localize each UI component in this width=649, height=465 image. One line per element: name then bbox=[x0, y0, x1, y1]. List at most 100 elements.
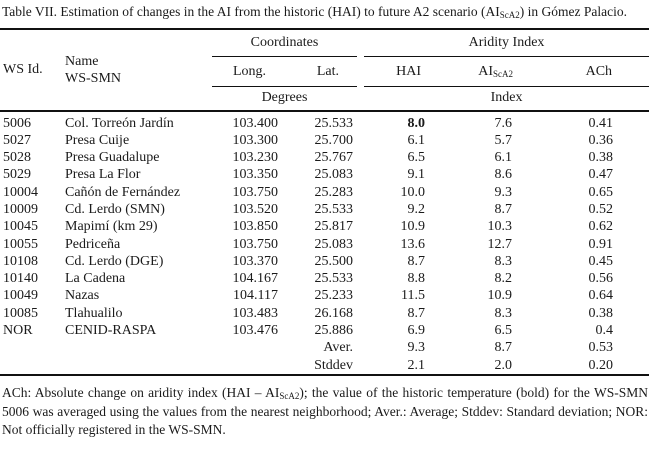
cell-ach: 0.65 bbox=[588, 184, 614, 200]
cell-hai: 13.6 bbox=[400, 236, 426, 252]
cell-long: 103.476 bbox=[232, 323, 279, 339]
cell-long bbox=[212, 357, 280, 375]
cell-lat: 25.886 bbox=[314, 323, 354, 339]
spacer-cell bbox=[357, 149, 364, 166]
cell-lat: 25.700 bbox=[314, 132, 354, 148]
header-columns-row: Long. Lat. HAI AIScA2 ACh bbox=[0, 56, 649, 87]
cell-name: Pedriceña bbox=[65, 236, 121, 252]
cell-long: 103.230 bbox=[232, 150, 279, 166]
table-row: 5027 Presa Cuije 103.300 25.700 6.1 5.7 … bbox=[0, 132, 649, 149]
cell-name: Presa La Flor bbox=[65, 167, 141, 183]
header-units-row: Degrees Index bbox=[0, 87, 649, 111]
cell-ach: 0.38 bbox=[588, 150, 614, 166]
cell-lat: 25.083 bbox=[314, 167, 354, 183]
cell-hai: 9.1 bbox=[407, 167, 426, 183]
table-row-stddev: Stddev 2.1 2.0 0.20 bbox=[0, 357, 649, 375]
cell-ai: 8.2 bbox=[494, 271, 513, 287]
cell-lat: 25.817 bbox=[314, 219, 354, 235]
cell-ws-id: 10004 bbox=[3, 184, 38, 200]
col-header-ws-id: WS Id. bbox=[3, 61, 43, 77]
cell-long: 103.370 bbox=[232, 253, 279, 269]
cell-ach: 0.64 bbox=[588, 288, 614, 304]
table-footnote: ACh: Absolute change on aridity index (H… bbox=[0, 384, 649, 440]
spacer-cell bbox=[357, 322, 364, 339]
table-row: 10140 La Cadena 104.167 25.533 8.8 8.2 0… bbox=[0, 270, 649, 287]
col-header-hai: HAI bbox=[364, 56, 428, 87]
footnote-subscript: ScA2 bbox=[279, 390, 300, 401]
table-row: 5028 Presa Guadalupe 103.230 25.767 6.5 … bbox=[0, 149, 649, 166]
units-degrees: Degrees bbox=[261, 90, 308, 106]
cell-ws-id: 10049 bbox=[3, 288, 38, 304]
cell-long: 103.483 bbox=[232, 305, 279, 321]
col-header-name: Name WS-SMN bbox=[60, 29, 212, 111]
cell-ai: 6.1 bbox=[494, 150, 513, 166]
table-row: 10004 Cañón de Fernández 103.750 25.283 … bbox=[0, 184, 649, 201]
cell-ws-id: 10108 bbox=[3, 253, 38, 269]
cell-ai: 8.7 bbox=[494, 201, 513, 217]
cell-ws-id: 5027 bbox=[3, 132, 31, 148]
table-row: 10108 Cd. Lerdo (DGE) 103.370 25.500 8.7… bbox=[0, 253, 649, 270]
name-header-line1: Name bbox=[65, 53, 99, 69]
cell-stat-label: Aver. bbox=[323, 340, 353, 356]
cell-ws-id: 5028 bbox=[3, 150, 31, 166]
cell-name: CENID-RASPA bbox=[65, 323, 157, 339]
spacer-cell bbox=[357, 236, 364, 253]
cell-hai: 9.3 bbox=[407, 340, 426, 356]
cell-ws-id: 10085 bbox=[3, 305, 38, 321]
cell-long: 103.350 bbox=[232, 167, 279, 183]
cell-name: Nazas bbox=[65, 288, 100, 304]
cell-ws-id bbox=[0, 339, 60, 356]
cell-ws-id: 10140 bbox=[3, 271, 38, 287]
spacer-cell bbox=[357, 111, 364, 132]
cell-lat: 25.767 bbox=[314, 150, 354, 166]
table-row: 10045 Mapimí (km 29) 103.850 25.817 10.9… bbox=[0, 218, 649, 235]
table-header: WS Id. Name WS-SMN Coordinates Aridity In… bbox=[0, 28, 649, 111]
cell-stat-label: Stddev bbox=[314, 357, 353, 373]
caption-text: Table VII. Estimation of changes in the … bbox=[2, 4, 500, 19]
cell-ach: 0.36 bbox=[588, 132, 614, 148]
table-row: 10049 Nazas 104.117 25.233 11.5 10.9 0.6… bbox=[0, 287, 649, 304]
cell-name: Col. Torreón Jardín bbox=[65, 115, 174, 131]
cell-lat: 26.168 bbox=[314, 305, 354, 321]
table-row: NOR CENID-RASPA 103.476 25.886 6.9 6.5 0… bbox=[0, 322, 649, 339]
table-row-average: Aver. 9.3 8.7 0.53 bbox=[0, 339, 649, 356]
name-header-line2: WS-SMN bbox=[65, 70, 122, 86]
cell-hai: 6.9 bbox=[407, 323, 426, 339]
cell-ach: 0.47 bbox=[588, 167, 614, 183]
cell-ai: 6.5 bbox=[494, 323, 513, 339]
cell-name bbox=[60, 357, 212, 375]
cell-hai: 8.0 bbox=[407, 115, 426, 131]
cell-ws-id: 5029 bbox=[3, 167, 31, 183]
spacer-cell bbox=[357, 339, 364, 356]
table-row: 5006 Col. Torreón Jardín 103.400 25.533 … bbox=[0, 111, 649, 132]
cell-lat: 25.283 bbox=[314, 184, 354, 200]
cell-ws-id: 10045 bbox=[3, 219, 38, 235]
cell-hai: 6.5 bbox=[407, 150, 426, 166]
cell-ai: 12.7 bbox=[487, 236, 513, 252]
group-header-aridity-index: Aridity Index bbox=[364, 28, 649, 57]
cell-ws-id: 10055 bbox=[3, 236, 38, 252]
table-body: 5006 Col. Torreón Jardín 103.400 25.533 … bbox=[0, 111, 649, 375]
cell-hai: 10.0 bbox=[400, 184, 426, 200]
cell-name: Presa Guadalupe bbox=[65, 150, 160, 166]
cell-long bbox=[212, 339, 280, 356]
footnote-text: ACh: Absolute change on aridity index (H… bbox=[2, 384, 280, 400]
caption-text-end: ) in Gómez Palacio. bbox=[519, 4, 628, 19]
cell-hai: 9.2 bbox=[407, 201, 426, 217]
table-row: 10055 Pedriceña 103.750 25.083 13.6 12.7… bbox=[0, 236, 649, 253]
spacer-cell bbox=[357, 184, 364, 201]
cell-hai: 11.5 bbox=[401, 288, 425, 304]
cell-long: 104.167 bbox=[232, 271, 279, 287]
cell-ach: 0.62 bbox=[588, 219, 614, 235]
spacer-cell bbox=[357, 218, 364, 235]
cell-ws-id: NOR bbox=[3, 323, 33, 339]
header-group-row: WS Id. Name WS-SMN Coordinates Aridity In… bbox=[0, 28, 649, 86]
spacer-cell bbox=[357, 357, 364, 375]
cell-hai: 10.9 bbox=[400, 219, 426, 235]
cell-ach: 0.4 bbox=[595, 323, 614, 339]
cell-hai: 8.7 bbox=[407, 305, 426, 321]
cell-ws-id: 5006 bbox=[3, 115, 31, 131]
cell-long: 103.300 bbox=[232, 132, 279, 148]
cell-ach: 0.41 bbox=[588, 115, 614, 131]
cell-lat: 25.083 bbox=[314, 236, 354, 252]
